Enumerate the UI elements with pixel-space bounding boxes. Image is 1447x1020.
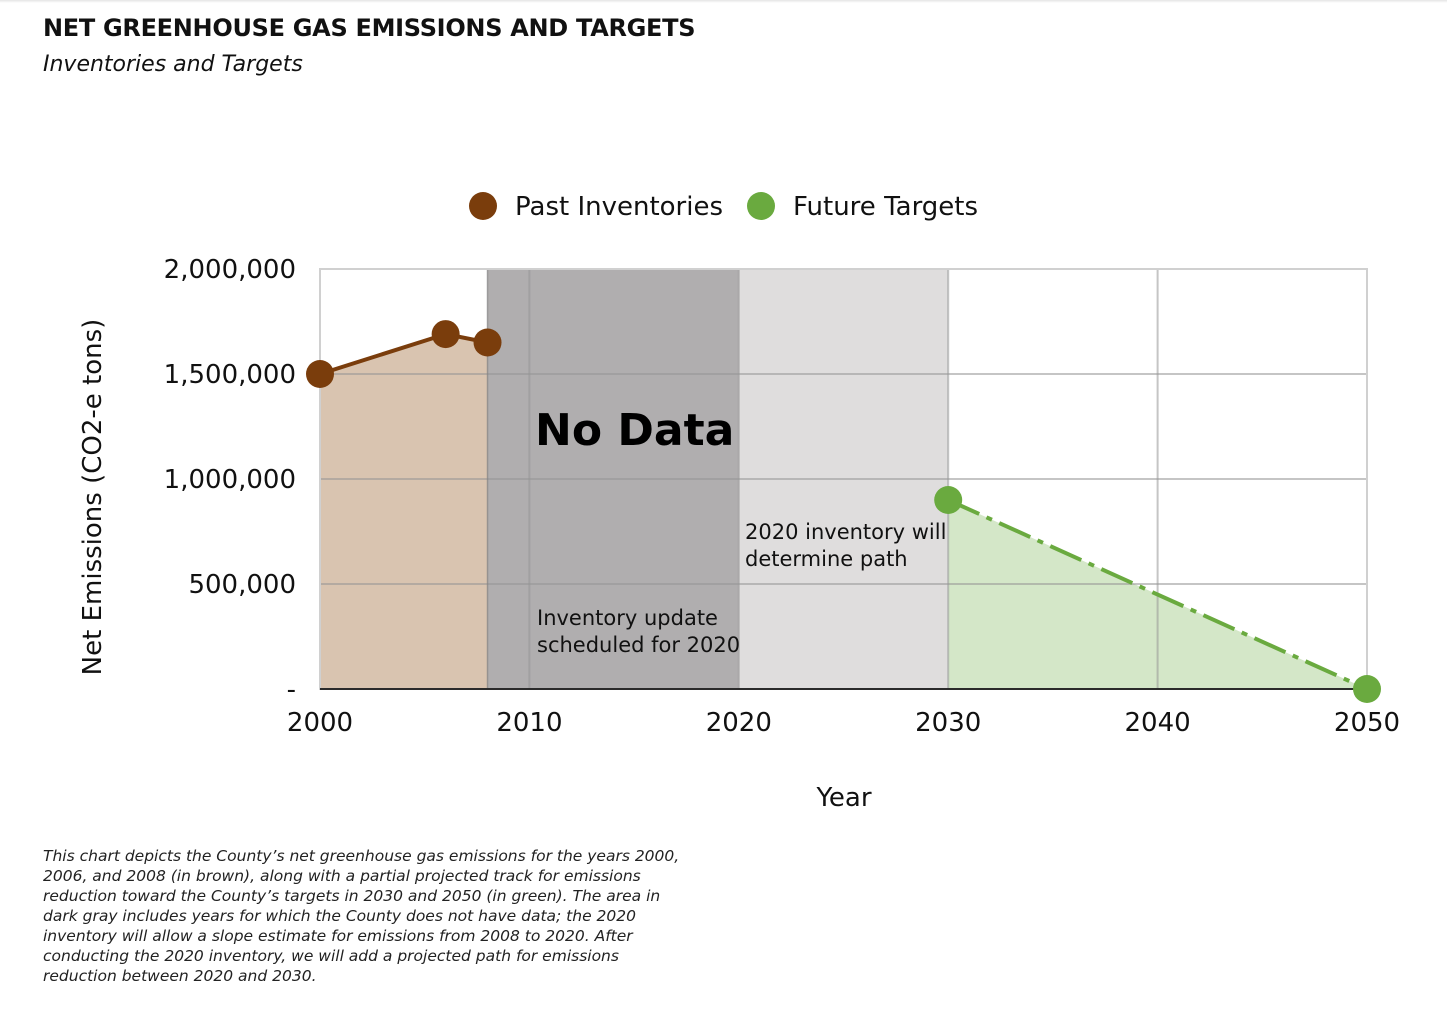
y-tick-label: 2,000,000 [164,255,296,285]
past-inventories-area [320,334,488,689]
legend-marker-future [747,192,775,220]
emissions-chart: - 500,000 1,000,000 1,500,000 2,000,000 2000 2… [78,192,1400,813]
legend-marker-past [469,192,497,220]
x-tick-label: 2010 [496,708,562,738]
top-divider [0,0,1447,3]
page-title: NET GREENHOUSE GAS EMISSIONS AND TARGETS [43,14,696,42]
x-tick-label: 2020 [706,708,772,738]
page-subtitle: Inventories and Targets [43,52,303,77]
pending-path-note: 2020 inventory will determine path [745,520,946,571]
past-inventory-point [306,360,334,388]
legend-label-future: Future Targets [793,192,978,222]
y-tick-label: 500,000 [188,570,296,600]
x-tick-label: 2030 [915,708,981,738]
y-tick-label: 1,500,000 [164,360,296,390]
no-data-label: No Data [535,405,734,456]
chart-caption: This chart depicts the County’s net gree… [43,847,680,985]
x-tick-label: 2050 [1334,708,1400,738]
future-target-point [1353,675,1381,703]
y-tick-label: 1,000,000 [164,465,296,495]
x-axis-title: Year [815,783,871,813]
inventory-update-note: Inventory update scheduled for 2020 [537,606,740,657]
y-axis-title: Net Emissions (CO2-e tons) [78,319,108,676]
x-tick-label: 2000 [287,708,353,738]
future-target-point [934,486,963,514]
past-inventory-point [431,320,460,349]
legend-label-past: Past Inventories [515,192,723,222]
future-targets-line [947,498,1368,691]
x-tick-label: 2040 [1125,708,1191,738]
past-inventory-point [473,328,502,357]
y-tick-label: - [287,675,296,705]
